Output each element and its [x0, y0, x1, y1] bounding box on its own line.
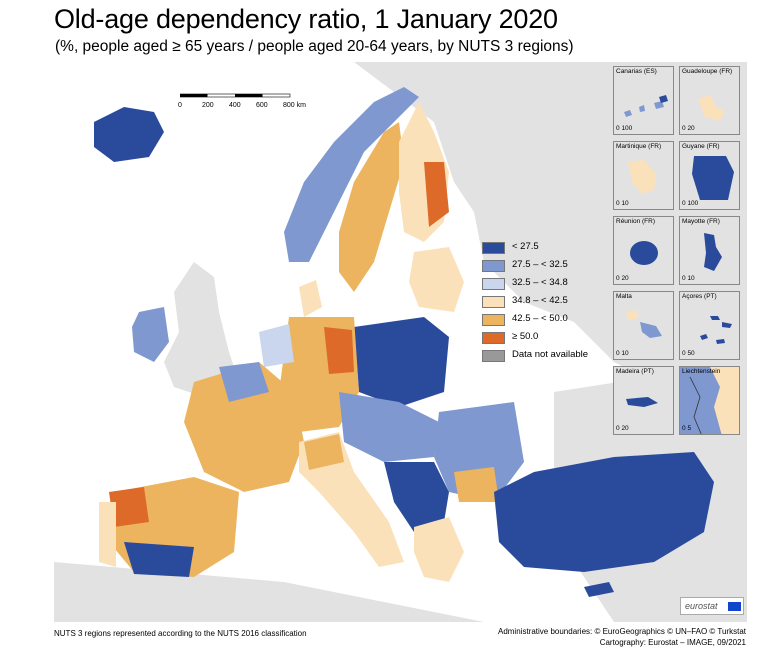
- inset-label: Canarias (ES): [616, 68, 657, 75]
- footer-cartography: Cartography: Eurostat – IMAGE, 09/2021: [599, 638, 746, 647]
- inset-malta: Malta 0 10: [613, 291, 674, 360]
- inset-scale: 0 10: [616, 200, 629, 207]
- inset-scale: 0 20: [682, 125, 695, 132]
- inset-scale: 0 50: [682, 350, 695, 357]
- legend-label: 42.5 – < 50.0: [512, 313, 568, 324]
- legend-label: ≥ 50.0: [512, 331, 539, 342]
- map-frame: 0 200 400 600 800 km < 27.5 27.5 – < 32.…: [54, 62, 747, 622]
- map-title: Old-age dependency ratio, 1 January 2020: [54, 4, 558, 34]
- finland-high-regions: [424, 162, 449, 227]
- scale-tick-800: 800 km: [283, 102, 306, 109]
- eurostat-logo: eurostat: [680, 597, 744, 615]
- legend-swatch: [482, 332, 505, 344]
- legend-swatch: [482, 350, 505, 362]
- inset-scale: 0 100: [682, 200, 699, 207]
- inset-liechtenstein: Liechtenstein 0 5: [679, 366, 740, 435]
- footer-nuts-note: NUTS 3 regions represented according to …: [54, 629, 307, 638]
- inset-label: Malta: [616, 293, 632, 300]
- germany-east-high: [324, 327, 354, 374]
- iceland-region: [94, 107, 164, 162]
- scale-tick-400: 400: [229, 102, 241, 109]
- inset-guadeloupe: Guadeloupe (FR) 0 20: [679, 66, 740, 135]
- legend-swatch: [482, 314, 505, 326]
- logo-text: eurostat: [685, 601, 718, 611]
- inset-label: Martinique (FR): [616, 143, 662, 150]
- legend-swatch: [482, 260, 505, 272]
- inset-madeira: Madeira (PT) 0 20: [613, 366, 674, 435]
- benelux-regions: [259, 324, 294, 367]
- legend-label: 34.8 – < 42.5: [512, 295, 568, 306]
- inset-canarias: Canarias (ES) 0 100: [613, 66, 674, 135]
- greece-regions: [414, 517, 464, 582]
- inset-scale: 0 10: [616, 350, 629, 357]
- inset-martinique: Martinique (FR) 0 10: [613, 141, 674, 210]
- eu-flag-icon: [728, 602, 741, 611]
- legend-swatch: [482, 278, 505, 290]
- great-britain: [164, 262, 239, 397]
- inset-scale: 0 10: [682, 275, 695, 282]
- norway-regions: [284, 87, 419, 262]
- inset-guyane: Guyane (FR) 0 100: [679, 141, 740, 210]
- inset-mayotte: Mayotte (FR) 0 10: [679, 216, 740, 285]
- inset-scale: 0 20: [616, 425, 629, 432]
- inset-label: Madeira (PT): [616, 368, 654, 375]
- map-subtitle: (%, people aged ≥ 65 years / people aged…: [55, 38, 574, 55]
- france-north-low: [219, 362, 269, 402]
- spain-south-low: [124, 542, 194, 577]
- baltic-regions: [409, 247, 464, 312]
- spain-northwest-high: [109, 487, 149, 527]
- sweden-regions: [339, 122, 404, 292]
- legend-label: 32.5 – < 34.8: [512, 277, 568, 288]
- legend-swatch: [482, 242, 505, 254]
- inset-label: Liechtenstein: [682, 368, 721, 375]
- denmark-regions: [299, 280, 322, 317]
- legend-label: Data not available: [512, 349, 589, 360]
- turkey-regions: [494, 452, 714, 572]
- scale-bar: 0 200 400 600 800 km: [178, 90, 320, 120]
- inset-acores: Açores (PT) 0 50: [679, 291, 740, 360]
- inset-label: Réunion (FR): [616, 218, 656, 225]
- legend-swatch: [482, 296, 505, 308]
- bulgaria-high: [454, 467, 499, 502]
- inset-scale: 0 5: [682, 425, 692, 432]
- ireland-region: [132, 307, 169, 362]
- scale-tick-200: 200: [202, 102, 214, 109]
- inset-label: Mayotte (FR): [682, 218, 720, 225]
- inset-label: Guadeloupe (FR): [682, 68, 733, 75]
- central-europe-regions: [339, 392, 439, 462]
- scale-tick-600: 600: [256, 102, 268, 109]
- portugal-regions: [99, 502, 116, 567]
- inset-label: Guyane (FR): [682, 143, 720, 150]
- footer-boundaries: Administrative boundaries: © EuroGeograp…: [497, 627, 746, 636]
- inset-label: Açores (PT): [682, 293, 717, 300]
- legend-label: 27.5 – < 32.5: [512, 259, 568, 270]
- inset-scale: 0 100: [616, 125, 633, 132]
- inset-scale: 0 20: [616, 275, 629, 282]
- france-regions: [184, 362, 304, 492]
- balkan-regions: [384, 462, 449, 532]
- poland-regions: [354, 317, 449, 407]
- scale-tick-0: 0: [178, 102, 182, 109]
- italy-north-high: [304, 434, 344, 470]
- inset-reunion: Réunion (FR) 0 20: [613, 216, 674, 285]
- cyprus-region: [584, 582, 614, 597]
- legend-label: < 27.5: [512, 241, 539, 252]
- north-africa: [54, 562, 484, 622]
